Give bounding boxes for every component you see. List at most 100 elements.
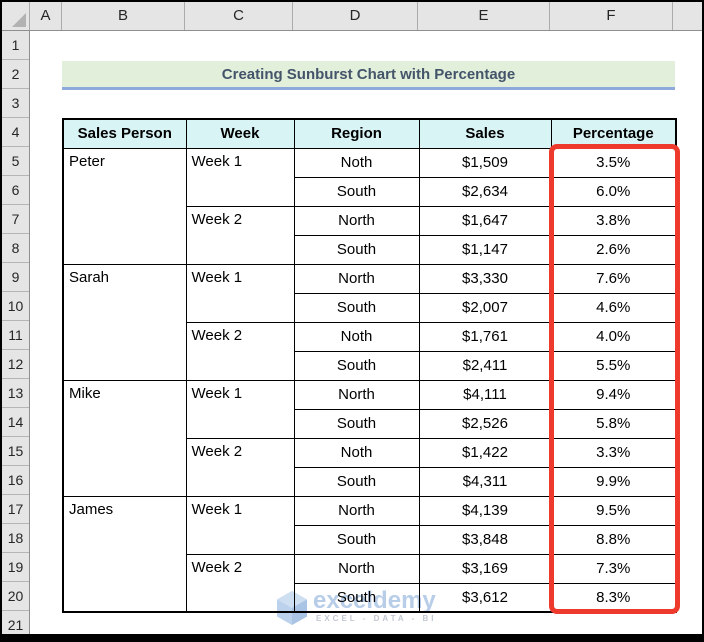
header-sales[interactable]: Sales [418,118,552,149]
cell-sales[interactable]: $1,509 [418,147,552,178]
column-header-c[interactable]: C [185,2,293,30]
row-header-2[interactable]: 2 [2,60,29,89]
row-header-strip: 1 2 3 4 5 6 7 8 9 10 11 12 13 14 15 16 17 18 19 20 21 [2,31,30,640]
cell-sales[interactable]: $2,411 [418,350,552,381]
column-header-d[interactable]: D [293,2,418,30]
cell-region[interactable]: South [293,466,420,497]
cell-sales[interactable]: $4,139 [418,495,552,526]
row-header-8[interactable]: 8 [2,234,29,263]
cell-sales[interactable]: $4,311 [418,466,552,497]
sales-table: Sales Person Week Region Sales Percentag… [62,118,677,613]
cell-region[interactable]: Noth [293,437,420,468]
column-header-f[interactable]: F [550,2,673,30]
cell-sales-person[interactable]: Sarah [62,263,187,381]
row-header-9[interactable]: 9 [2,263,29,292]
table-row: South $1,147 2.6% [63,234,677,265]
row-header-1[interactable]: 1 [2,31,29,60]
cell-week[interactable]: Week 1 [185,147,295,207]
cell-percentage[interactable]: 2.6% [550,234,677,265]
cell-sales-person[interactable]: Peter [62,147,187,265]
cell-sales[interactable]: $1,422 [418,437,552,468]
header-region[interactable]: Region [293,118,420,149]
cell-region[interactable]: South [293,350,420,381]
column-header-b[interactable]: B [62,2,185,30]
select-all-corner[interactable] [2,2,30,30]
cell-percentage[interactable]: 9.5% [550,495,677,526]
cell-percentage[interactable]: 4.6% [550,292,677,323]
cell-week[interactable]: Week 1 [185,379,295,439]
cell-sales[interactable]: $2,007 [418,292,552,323]
header-percentage[interactable]: Percentage [550,118,677,149]
row-header-11[interactable]: 11 [2,321,29,350]
row-header-16[interactable]: 16 [2,466,29,495]
cell-week[interactable]: Week 1 [185,263,295,323]
watermark-tagline: EXCEL - DATA - BI [316,614,437,623]
cell-region[interactable]: South [293,524,420,555]
cell-region[interactable]: South [293,234,420,265]
row-header-19[interactable]: 19 [2,553,29,582]
cell-sales[interactable]: $1,147 [418,234,552,265]
column-header-a[interactable]: A [30,2,62,30]
row-header-3[interactable]: 3 [2,89,29,118]
cell-percentage[interactable]: 5.5% [550,350,677,381]
cell-percentage[interactable]: 9.9% [550,466,677,497]
header-sales-person[interactable]: Sales Person [62,118,187,149]
row-header-10[interactable]: 10 [2,292,29,321]
cell-region[interactable]: North [293,263,420,294]
cell-region[interactable]: South [293,292,420,323]
cell-sales[interactable]: $3,330 [418,263,552,294]
header-week[interactable]: Week [185,118,295,149]
cell-sales[interactable]: $3,848 [418,524,552,555]
row-header-18[interactable]: 18 [2,524,29,553]
cell-sales[interactable]: $1,647 [418,205,552,236]
row-header-13[interactable]: 13 [2,379,29,408]
row-header-21[interactable]: 21 [2,611,29,640]
table-row: Sarah Week 1 North $3,330 7.6% [62,263,677,381]
row-header-15[interactable]: 15 [2,437,29,466]
cell-week[interactable]: Week 1 [185,495,295,555]
cell-percentage[interactable]: 3.3% [550,437,677,468]
cell-region[interactable]: Noth [293,321,420,352]
cell-sales-person[interactable]: Mike [62,379,187,497]
row-header-7[interactable]: 7 [2,205,29,234]
cell-region[interactable]: North [293,379,420,410]
cell-region[interactable]: North [293,495,420,526]
cell-week[interactable]: Week 2 [185,321,295,381]
cell-sales[interactable]: $3,612 [418,582,552,613]
row-header-4[interactable]: 4 [2,118,29,147]
cell-sales[interactable]: $3,169 [418,553,552,584]
cell-sales[interactable]: $4,111 [418,379,552,410]
row-header-20[interactable]: 20 [2,582,29,611]
cell-percentage[interactable]: 3.5% [550,147,677,178]
cell-percentage[interactable]: 6.0% [550,176,677,207]
cell-region[interactable]: South [293,582,420,613]
cell-percentage[interactable]: 7.6% [550,263,677,294]
column-header-e[interactable]: E [418,2,550,30]
cell-week[interactable]: Week 2 [185,553,295,613]
cell-sales[interactable]: $2,634 [418,176,552,207]
cell-sales-person[interactable]: James [62,495,187,613]
cell-region[interactable]: Noth [293,147,420,178]
row-header-12[interactable]: 12 [2,350,29,379]
row-header-14[interactable]: 14 [2,408,29,437]
row-header-6[interactable]: 6 [2,176,29,205]
cell-percentage[interactable]: 8.8% [550,524,677,555]
row-header-17[interactable]: 17 [2,495,29,524]
row-header-5[interactable]: 5 [2,147,29,176]
cell-sales[interactable]: $1,761 [418,321,552,352]
cell-percentage[interactable]: 4.0% [550,321,677,352]
cell-week[interactable]: Week 2 [185,437,295,497]
cell-percentage[interactable]: 5.8% [550,408,677,439]
cell-percentage[interactable]: 8.3% [550,582,677,613]
cell-percentage[interactable]: 3.8% [550,205,677,236]
cell-region[interactable]: South [293,408,420,439]
cell-sales[interactable]: $2,526 [418,408,552,439]
cell-percentage[interactable]: 9.4% [550,379,677,410]
cell-region[interactable]: South [293,176,420,207]
cell-region[interactable]: North [293,205,420,236]
cell-week[interactable]: Week 2 [185,205,295,265]
cell-percentage[interactable]: 7.3% [550,553,677,584]
table-row: Week 2 Noth $1,761 4.0% [63,321,677,381]
cell-region[interactable]: North [293,553,420,584]
title-banner-cell[interactable]: Creating Sunburst Chart with Percentage [62,61,675,90]
